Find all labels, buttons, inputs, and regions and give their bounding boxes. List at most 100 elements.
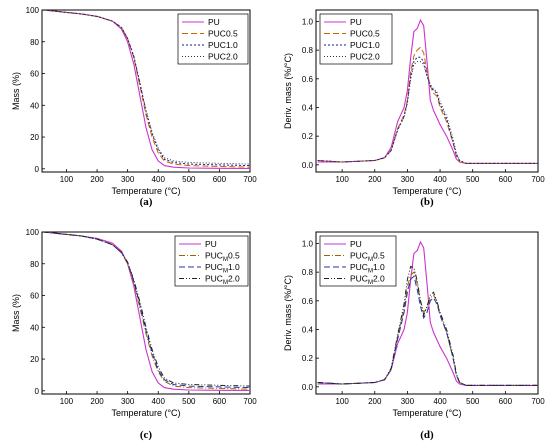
y-tick-label: 0	[35, 165, 40, 174]
legend-label: PUC2.0	[350, 52, 380, 62]
legend-label: PUC2.0	[208, 52, 238, 62]
y-tick-label: 40	[30, 101, 39, 110]
legend-label: PUC0.5	[350, 29, 380, 39]
y-tick-label: 20	[30, 355, 39, 364]
x-tick-label: 500	[182, 175, 196, 184]
y-tick-label: 0.8	[302, 268, 314, 277]
legend-label: PUCM1.0	[205, 262, 240, 275]
x-tick-label: 400	[152, 397, 166, 406]
panel-d: 100 200 300 400 500 600 700 0.0 0.2 0.4 0.6 0.8 1.0 T…	[283, 231, 545, 441]
legend-label: PUCM1.0	[350, 262, 385, 275]
legend-label: PU	[205, 239, 217, 249]
y-tick-label: 0.6	[302, 75, 314, 84]
legend-label: PU	[208, 17, 220, 27]
x-tick-label: 100	[335, 175, 349, 184]
y-tick-label: 40	[30, 323, 39, 332]
x-tick-label: 700	[531, 397, 545, 406]
panel-b: 100 200 300 400 500 600 700 0.0 0.2 0.4 0.6 0.8 1.0 T…	[283, 9, 545, 208]
y-tick-label: 1.0	[302, 17, 314, 26]
x-tick-label: 300	[121, 397, 135, 406]
y-tick-label: 60	[30, 70, 39, 79]
x-axis-label: Temperature (°C)	[392, 186, 461, 196]
x-tick-label: 100	[60, 175, 74, 184]
x-tick-label: 400	[433, 397, 447, 406]
legend-label: PUC1.0	[350, 40, 380, 50]
series-line-puc0-5	[317, 46, 538, 164]
panel-a: 100 200 300 400 500 600 700 0 20 40 60 80 100 Tempera…	[11, 6, 257, 208]
legend-label: PUCM2.0	[205, 274, 240, 287]
x-tick-label: 600	[213, 397, 227, 406]
y-tick-label: 80	[30, 260, 39, 269]
legend-label: PUCM0.5	[205, 251, 240, 264]
panel-caption: (b)	[420, 196, 434, 208]
series-line-puc1-0	[317, 56, 538, 164]
y-tick-label: 0	[35, 387, 40, 396]
panel-caption: (c)	[140, 429, 153, 441]
x-tick-label: 300	[121, 175, 135, 184]
y-tick-label: 0.0	[302, 161, 314, 170]
plot-frame	[315, 9, 539, 173]
panel-caption: (a)	[140, 196, 153, 208]
x-tick-label: 200	[90, 175, 104, 184]
series-line-pucm2-0	[43, 232, 250, 387]
legend-box	[177, 13, 249, 65]
x-tick-label: 700	[243, 397, 257, 406]
x-tick-label: 200	[368, 175, 382, 184]
x-tick-label: 300	[401, 175, 415, 184]
y-tick-label: 0.4	[302, 103, 314, 112]
y-tick-label: 0.2	[302, 132, 314, 141]
y-tick-label: 0.6	[302, 297, 314, 306]
x-axis-label: Temperature (°C)	[392, 408, 461, 418]
x-tick-label: 100	[335, 397, 349, 406]
x-tick-label: 400	[433, 175, 447, 184]
x-tick-label: 300	[401, 397, 415, 406]
x-tick-label: 600	[499, 175, 513, 184]
plot-frame	[41, 231, 251, 395]
panel-caption: (d)	[420, 429, 434, 441]
y-tick-label: 20	[30, 133, 39, 142]
x-tick-label: 500	[466, 175, 480, 184]
y-axis-label: Mass (%)	[11, 294, 21, 332]
y-tick-label: 0.4	[302, 325, 314, 334]
y-tick-label: 100	[26, 228, 40, 237]
y-axis-label: Deriv. mass (%/°C)	[283, 275, 293, 351]
y-tick-label: 100	[26, 6, 40, 15]
x-tick-label: 500	[466, 397, 480, 406]
x-tick-label: 700	[243, 175, 257, 184]
y-axis-label: Mass (%)	[11, 72, 21, 110]
y-axis-label: Deriv. mass (%/°C)	[283, 53, 293, 129]
series-line-pucm2-0	[317, 265, 538, 386]
legend-label: PUC0.5	[208, 29, 238, 39]
y-tick-label: 60	[30, 292, 39, 301]
y-tick-label: 0.0	[302, 383, 314, 392]
plot-frame	[315, 231, 539, 395]
panel-c: 100 200 300 400 500 600 700 0 20 40 60 80 100 Tempera…	[11, 228, 257, 441]
y-tick-label: 0.8	[302, 46, 314, 55]
legend-label: PUC1.0	[208, 40, 238, 50]
legend-label: PUCM0.5	[350, 251, 385, 264]
legend-label: PU	[350, 17, 362, 27]
x-tick-label: 700	[531, 175, 545, 184]
y-tick-label: 1.0	[302, 239, 314, 248]
legend-label: PU	[350, 239, 362, 249]
series-line-pucm1-0	[43, 232, 250, 389]
x-tick-label: 200	[90, 397, 104, 406]
y-tick-label: 0.2	[302, 354, 314, 363]
x-tick-label: 500	[182, 397, 196, 406]
x-tick-label: 100	[60, 397, 74, 406]
x-axis-label: Temperature (°C)	[111, 186, 180, 196]
y-tick-label: 80	[30, 38, 39, 47]
x-axis-label: Temperature (°C)	[111, 408, 180, 418]
x-tick-label: 200	[368, 397, 382, 406]
x-tick-label: 400	[152, 175, 166, 184]
plot-frame	[41, 9, 251, 173]
x-tick-label: 600	[213, 175, 227, 184]
series-line-puc2-0	[43, 10, 250, 165]
x-tick-label: 600	[499, 397, 513, 406]
legend-label: PUCM2.0	[350, 274, 385, 287]
